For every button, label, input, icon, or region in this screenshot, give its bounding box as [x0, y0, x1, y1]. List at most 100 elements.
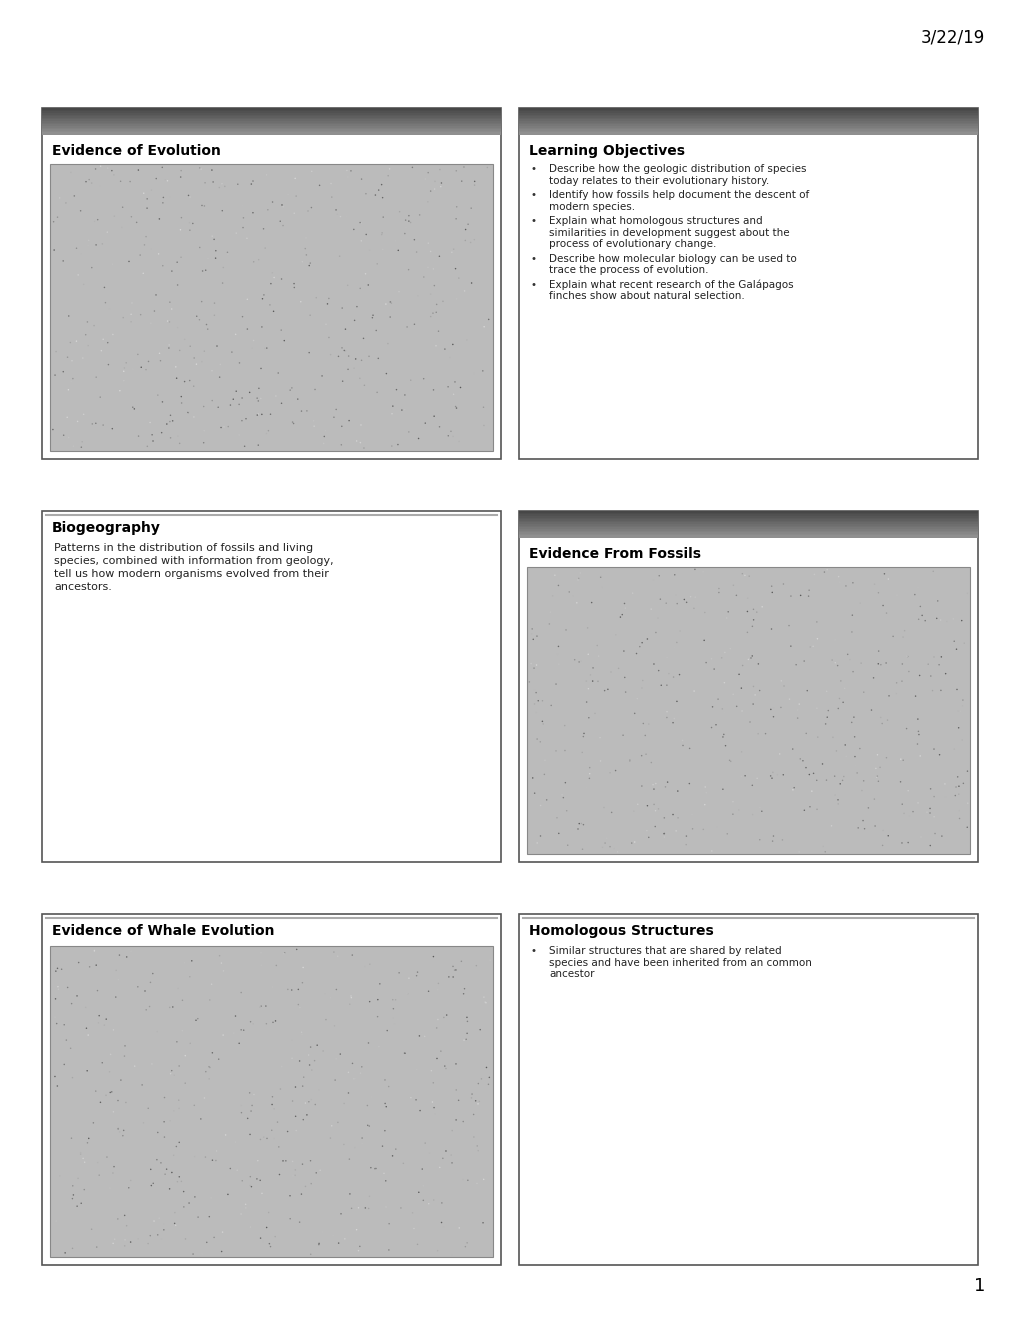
Point [433, 1212, 449, 1233]
Point [928, 590, 945, 611]
Point [959, 792, 975, 813]
Point [105, 1233, 121, 1254]
Point [189, 306, 205, 327]
Point [586, 702, 602, 723]
Point [115, 360, 131, 381]
Point [476, 317, 492, 338]
Point [734, 655, 750, 676]
Point [730, 800, 746, 821]
Point [687, 586, 703, 607]
Point [703, 717, 719, 738]
Point [311, 1233, 327, 1254]
Point [365, 305, 381, 326]
Point [287, 1077, 304, 1098]
Point [534, 690, 550, 711]
Point [291, 1212, 308, 1233]
Point [893, 833, 909, 854]
Bar [519, 511, 977, 862]
Point [734, 701, 750, 722]
Point [303, 197, 319, 218]
Point [846, 746, 862, 767]
Point [437, 1059, 453, 1080]
Bar [519, 110, 977, 112]
Point [122, 1170, 139, 1191]
Point [204, 389, 220, 411]
Point [375, 1163, 391, 1184]
Point [696, 602, 712, 623]
Point [709, 689, 726, 710]
Point [797, 723, 813, 744]
Point [332, 1044, 348, 1065]
Point [548, 808, 565, 829]
Point [819, 700, 836, 721]
Point [805, 763, 821, 784]
Point [172, 247, 189, 268]
Point [153, 1152, 169, 1173]
Point [192, 236, 208, 257]
Point [403, 1088, 419, 1109]
Point [143, 1159, 159, 1180]
Point [78, 1060, 95, 1081]
Point [671, 664, 687, 685]
Point [541, 614, 557, 635]
Point [837, 734, 853, 755]
Point [257, 238, 273, 259]
Point [907, 685, 923, 706]
Point [92, 387, 108, 408]
Bar [519, 511, 977, 513]
Point [598, 828, 614, 849]
Point [589, 635, 605, 656]
Point [120, 251, 137, 272]
Point [162, 186, 178, 207]
Point [869, 640, 886, 661]
Point [243, 1176, 259, 1197]
Point [250, 1150, 266, 1171]
Point [637, 725, 653, 746]
Point [262, 404, 278, 425]
Text: Learning Objectives: Learning Objectives [529, 144, 685, 158]
Point [64, 368, 81, 389]
Point [264, 1094, 280, 1115]
Bar [519, 524, 977, 527]
Point [656, 776, 673, 797]
Point [385, 1007, 401, 1028]
Point [139, 436, 155, 457]
Point [122, 1232, 139, 1253]
Point [273, 268, 289, 289]
Point [228, 223, 245, 244]
Point [434, 290, 450, 312]
Point [284, 1151, 301, 1172]
Point [50, 975, 66, 997]
Point [655, 822, 672, 843]
Point [159, 310, 175, 331]
Point [647, 622, 663, 643]
Point [949, 767, 965, 788]
Point [655, 808, 672, 829]
Point [443, 1152, 460, 1173]
Point [234, 306, 251, 327]
Point [374, 222, 390, 243]
Point [354, 1127, 370, 1148]
Point [556, 840, 573, 861]
Point [74, 432, 91, 453]
Point [848, 763, 864, 784]
Point [254, 317, 270, 338]
Point [143, 180, 159, 201]
Point [388, 379, 405, 400]
Point [233, 411, 250, 432]
Bar [519, 108, 977, 110]
Point [96, 277, 112, 298]
Point [185, 376, 202, 397]
Point [616, 598, 633, 619]
Point [469, 1173, 485, 1195]
Point [91, 1005, 107, 1026]
Point [105, 323, 121, 345]
Point [377, 1171, 393, 1192]
Point [104, 253, 120, 275]
Point [440, 966, 457, 987]
Point [156, 1126, 172, 1147]
Point [668, 690, 685, 711]
Point [424, 1092, 440, 1113]
Point [454, 1111, 471, 1133]
Point [163, 260, 179, 281]
